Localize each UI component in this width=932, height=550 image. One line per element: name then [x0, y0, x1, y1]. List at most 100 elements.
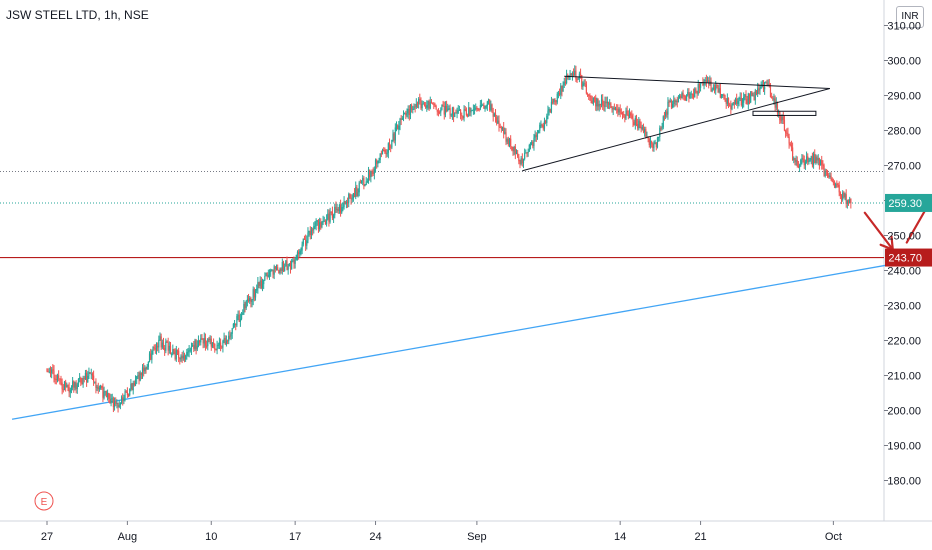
- candle-body: [153, 347, 155, 349]
- candle-body: [175, 349, 177, 360]
- rising-trendline: [11, 256, 932, 420]
- candle-body: [374, 160, 377, 169]
- candle-body: [812, 154, 815, 166]
- candle-body: [173, 349, 175, 352]
- candle-body: [483, 104, 485, 109]
- candle-body: [665, 111, 667, 117]
- candle-body: [583, 83, 585, 85]
- candle-body: [515, 153, 518, 155]
- candle-body: [436, 109, 438, 112]
- candle-body: [165, 341, 167, 351]
- candle-body: [60, 378, 62, 383]
- candle-body: [212, 342, 215, 344]
- candle-body: [719, 88, 721, 98]
- candle-body: [449, 108, 451, 115]
- candle-body: [690, 93, 692, 95]
- candle-body: [181, 356, 183, 359]
- candle-body: [638, 120, 640, 129]
- candle-body: [476, 107, 478, 109]
- candle-body: [697, 84, 699, 94]
- candle-body: [208, 338, 210, 340]
- candle-body: [365, 181, 367, 185]
- candle-body: [734, 98, 737, 105]
- currency-badge[interactable]: INR: [896, 6, 924, 28]
- candle-body: [713, 87, 716, 91]
- candle-body: [229, 335, 231, 337]
- candle-body: [773, 98, 775, 100]
- candle-body: [557, 92, 560, 94]
- candle-body: [626, 110, 628, 115]
- y-tick-label: 310.00: [887, 21, 921, 33]
- candle-body: [432, 103, 434, 105]
- candle-body: [526, 152, 528, 154]
- candle-body: [183, 355, 186, 360]
- candle-body: [209, 338, 211, 340]
- candle-body: [821, 160, 823, 165]
- candle-body: [564, 81, 567, 84]
- candle-body: [80, 377, 82, 383]
- candle-body: [846, 200, 848, 204]
- candle-body: [689, 93, 691, 98]
- candle-body: [795, 159, 797, 162]
- candle-body: [819, 160, 822, 166]
- candle-body: [77, 379, 80, 385]
- candle-body: [420, 100, 422, 109]
- candle-body: [76, 384, 78, 390]
- candle-body: [586, 93, 589, 95]
- candle-body: [778, 111, 780, 113]
- candle-body: [178, 350, 180, 358]
- candle-body: [529, 144, 532, 146]
- candle-body: [575, 70, 577, 80]
- candle-body: [380, 153, 382, 155]
- candle-body: [702, 82, 704, 86]
- candle-body: [302, 238, 304, 245]
- candle-body: [521, 158, 523, 164]
- candle-body: [576, 79, 578, 81]
- candle-body: [314, 226, 316, 228]
- candle-body: [188, 350, 190, 352]
- x-tick-label: 10: [205, 531, 217, 543]
- candle-body: [89, 372, 91, 374]
- candle-body: [300, 250, 302, 252]
- candle-body: [344, 200, 346, 204]
- candle-body: [592, 97, 594, 104]
- candle-body: [808, 161, 810, 163]
- candle-body: [625, 110, 627, 119]
- x-tick-label: 24: [369, 531, 381, 543]
- candle-body: [132, 382, 134, 391]
- candle-body: [126, 392, 128, 395]
- candle-body: [631, 115, 633, 119]
- candle-body: [491, 104, 493, 113]
- time-axis[interactable]: 27 Aug 10 17 24 Sep 14 21 Oct: [41, 521, 842, 543]
- candle-body: [104, 391, 106, 393]
- candle-body: [109, 398, 111, 404]
- candle-body: [505, 132, 507, 142]
- candle-body: [433, 103, 435, 105]
- candle-body: [288, 263, 290, 267]
- candle-body: [210, 338, 212, 347]
- candle-body: [419, 99, 421, 101]
- candle-body: [129, 388, 131, 396]
- candle-body: [106, 393, 109, 398]
- candle-body: [49, 371, 52, 374]
- candle-body: [204, 337, 207, 346]
- candle-body: [363, 178, 365, 187]
- candle-body: [553, 99, 555, 102]
- candle-body: [168, 345, 170, 351]
- candle-body: [327, 213, 329, 220]
- candle-body: [824, 170, 826, 176]
- candle-body: [794, 158, 796, 162]
- candle-body: [736, 98, 738, 105]
- candle-body: [775, 101, 777, 108]
- candle-body: [70, 387, 73, 390]
- candle-body: [357, 192, 359, 196]
- candle-body: [303, 238, 306, 240]
- candle-body: [572, 73, 575, 76]
- candle-body: [839, 192, 841, 196]
- candle-body: [411, 104, 413, 110]
- earnings-marker[interactable]: E: [34, 491, 54, 511]
- candle-body: [125, 391, 127, 393]
- candle-body: [360, 180, 363, 183]
- candle-body: [666, 111, 668, 115]
